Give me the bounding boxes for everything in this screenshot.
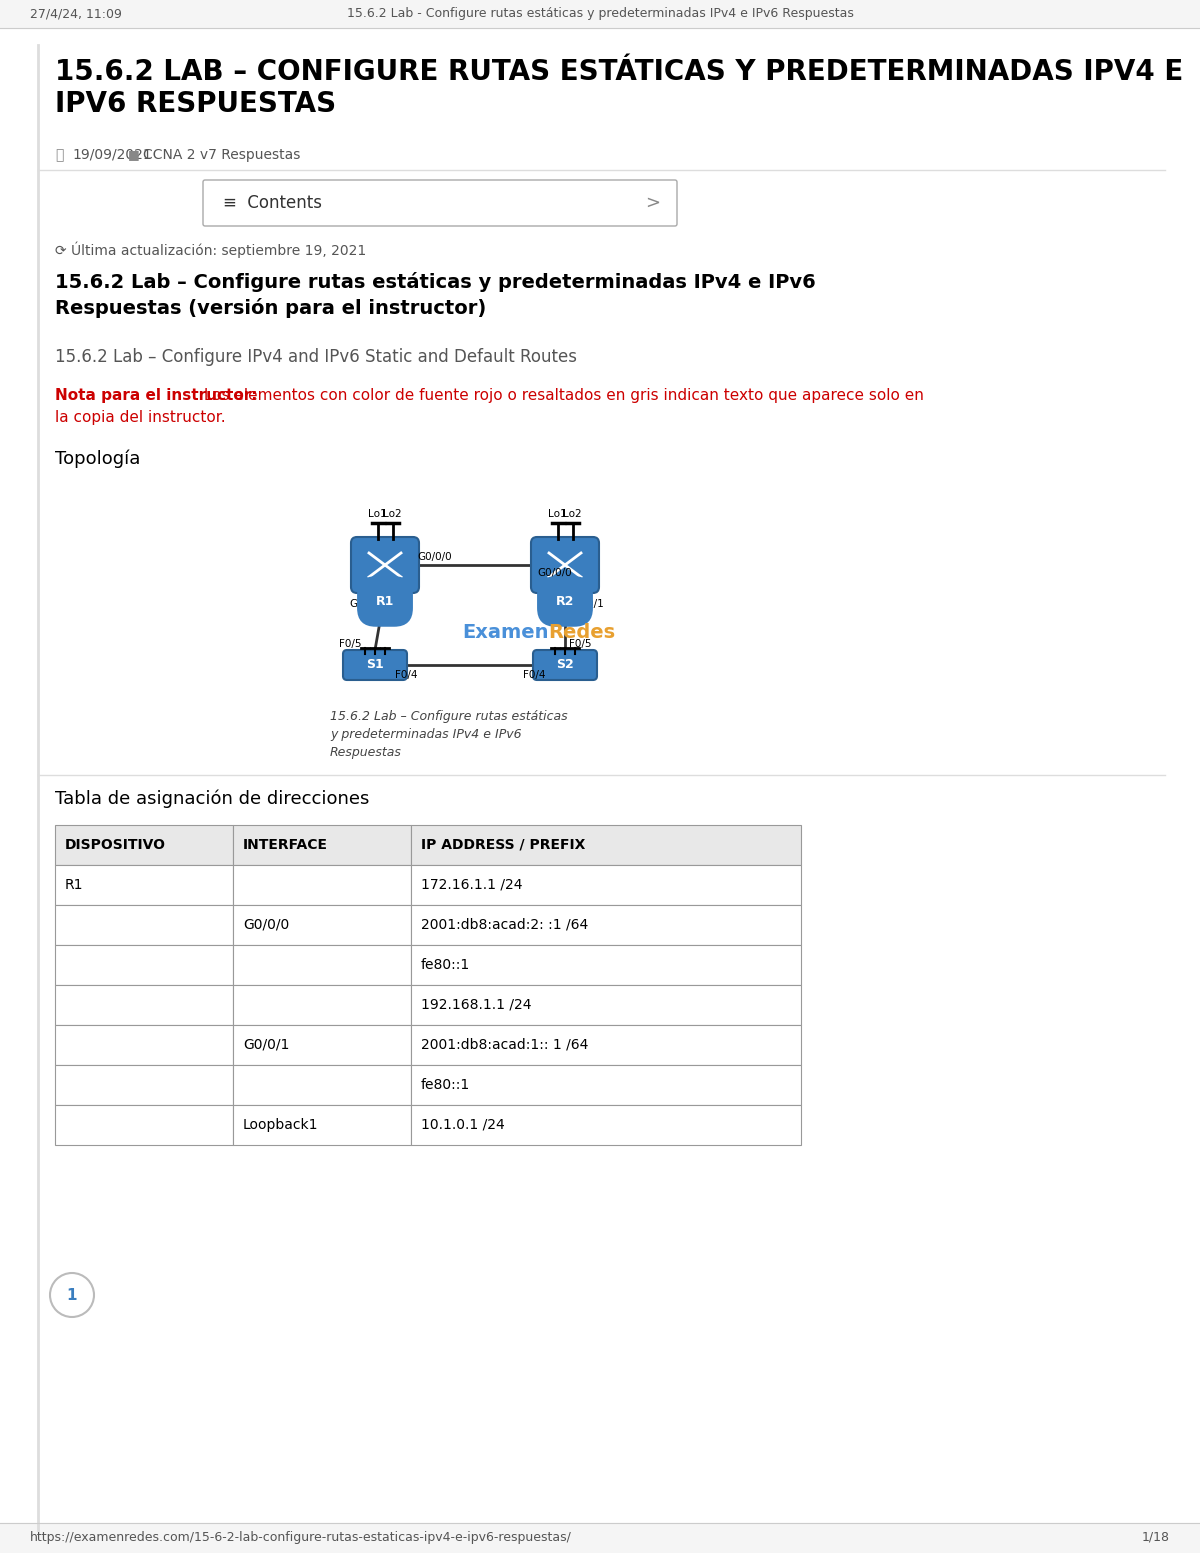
Bar xyxy=(410,985,802,1025)
Bar xyxy=(55,1025,233,1065)
Text: 1: 1 xyxy=(67,1287,77,1303)
FancyBboxPatch shape xyxy=(352,537,419,593)
Text: Nota para el instructor:: Nota para el instructor: xyxy=(55,388,258,402)
Bar xyxy=(233,865,410,905)
Text: 15.6.2 Lab - Configure rutas estáticas y predeterminadas IPv4 e IPv6 Respuestas: 15.6.2 Lab - Configure rutas estáticas y… xyxy=(347,8,853,20)
Text: Lo1: Lo1 xyxy=(548,509,566,519)
Bar xyxy=(55,1106,233,1145)
Bar xyxy=(55,985,233,1025)
Bar xyxy=(410,905,802,944)
Bar xyxy=(0,1523,1200,1553)
Bar xyxy=(233,1025,410,1065)
Text: Lo2: Lo2 xyxy=(563,509,582,519)
Text: Loopback1: Loopback1 xyxy=(242,1118,318,1132)
Text: Examen: Examen xyxy=(462,623,548,641)
Text: IP ADDRESS / PREFIX: IP ADDRESS / PREFIX xyxy=(421,839,586,853)
Text: DISPOSITIVO: DISPOSITIVO xyxy=(65,839,166,853)
Text: ≡  Contents: ≡ Contents xyxy=(223,194,322,213)
Text: CCNA 2 v7 Respuestas: CCNA 2 v7 Respuestas xyxy=(143,148,300,162)
Text: S2: S2 xyxy=(556,658,574,671)
Text: S1: S1 xyxy=(366,658,384,671)
Text: 19/09/2021: 19/09/2021 xyxy=(72,148,151,162)
Bar xyxy=(233,1065,410,1106)
Bar xyxy=(233,825,410,865)
Text: R2: R2 xyxy=(556,595,574,609)
Bar xyxy=(233,985,410,1025)
Bar xyxy=(55,865,233,905)
Bar xyxy=(410,1065,802,1106)
Bar xyxy=(0,0,1200,28)
Text: la copia del instructor.: la copia del instructor. xyxy=(55,410,226,426)
Text: G0/0/1: G0/0/1 xyxy=(349,599,384,609)
FancyBboxPatch shape xyxy=(530,537,599,593)
Text: G0/0/1: G0/0/1 xyxy=(569,599,604,609)
Text: Redes: Redes xyxy=(548,623,616,641)
Text: 1/18: 1/18 xyxy=(1142,1531,1170,1544)
Text: R1: R1 xyxy=(376,595,394,609)
Text: G0/0/0: G0/0/0 xyxy=(418,551,451,562)
Text: F0/5: F0/5 xyxy=(569,638,592,649)
Text: G0/0/1: G0/0/1 xyxy=(242,1037,289,1051)
Bar xyxy=(233,1106,410,1145)
Text: F0/4: F0/4 xyxy=(522,669,545,680)
Text: Tabla de asignación de direcciones: Tabla de asignación de direcciones xyxy=(55,790,370,809)
Text: 15.6.2 Lab – Configure rutas estáticas y predeterminadas IPv4 e IPv6
Respuestas : 15.6.2 Lab – Configure rutas estáticas y… xyxy=(55,272,816,318)
Text: 27/4/24, 11:09: 27/4/24, 11:09 xyxy=(30,8,122,20)
Bar xyxy=(233,905,410,944)
Text: https://examenredes.com/15-6-2-lab-configure-rutas-estaticas-ipv4-e-ipv6-respues: https://examenredes.com/15-6-2-lab-confi… xyxy=(30,1531,572,1544)
Text: Lo1: Lo1 xyxy=(368,509,386,519)
Bar xyxy=(410,825,802,865)
Bar xyxy=(410,944,802,985)
Text: fe80::1: fe80::1 xyxy=(421,1078,470,1092)
FancyBboxPatch shape xyxy=(533,651,598,680)
Text: >: > xyxy=(646,194,660,213)
Bar xyxy=(55,825,233,865)
Text: ■: ■ xyxy=(128,148,139,162)
Bar xyxy=(55,944,233,985)
Text: G0/0/0: G0/0/0 xyxy=(242,918,289,932)
Bar xyxy=(55,1065,233,1106)
Text: fe80::1: fe80::1 xyxy=(421,958,470,972)
Circle shape xyxy=(50,1273,94,1317)
Text: 15.6.2 LAB – CONFIGURE RUTAS ESTÁTICAS Y PREDETERMINADAS IPV4 E IPV6 RESPUESTAS: 15.6.2 LAB – CONFIGURE RUTAS ESTÁTICAS Y… xyxy=(55,57,1183,118)
Bar xyxy=(410,1025,802,1065)
Text: Lo2: Lo2 xyxy=(383,509,402,519)
Text: 172.16.1.1 /24: 172.16.1.1 /24 xyxy=(421,877,522,891)
Text: 15.6.2 Lab – Configure IPv4 and IPv6 Static and Default Routes: 15.6.2 Lab – Configure IPv4 and IPv6 Sta… xyxy=(55,348,577,367)
Text: F0/5: F0/5 xyxy=(340,638,361,649)
FancyBboxPatch shape xyxy=(343,651,407,680)
Bar xyxy=(233,944,410,985)
Bar xyxy=(55,905,233,944)
Text: G0/0/0: G0/0/0 xyxy=(538,568,571,578)
FancyBboxPatch shape xyxy=(203,180,677,227)
Text: INTERFACE: INTERFACE xyxy=(242,839,328,853)
Text: 2001:db8:acad:2: :1 /64: 2001:db8:acad:2: :1 /64 xyxy=(421,918,588,932)
Text: ⏱: ⏱ xyxy=(55,148,64,162)
Text: 2001:db8:acad:1:: 1 /64: 2001:db8:acad:1:: 1 /64 xyxy=(421,1037,588,1051)
Bar xyxy=(410,865,802,905)
Text: R1: R1 xyxy=(65,877,84,891)
Text: Topología: Topología xyxy=(55,450,140,469)
Text: F0/4: F0/4 xyxy=(395,669,418,680)
Text: 15.6.2 Lab – Configure rutas estáticas
y predeterminadas IPv4 e IPv6
Respuestas: 15.6.2 Lab – Configure rutas estáticas y… xyxy=(330,710,568,759)
Text: ⟳ Última actualización: septiembre 19, 2021: ⟳ Última actualización: septiembre 19, 2… xyxy=(55,242,366,258)
Text: 192.168.1.1 /24: 192.168.1.1 /24 xyxy=(421,999,532,1013)
Text: Los elementos con color de fuente rojo o resaltados en gris indican texto que ap: Los elementos con color de fuente rojo o… xyxy=(199,388,924,402)
Bar xyxy=(410,1106,802,1145)
Text: 10.1.0.1 /24: 10.1.0.1 /24 xyxy=(421,1118,505,1132)
